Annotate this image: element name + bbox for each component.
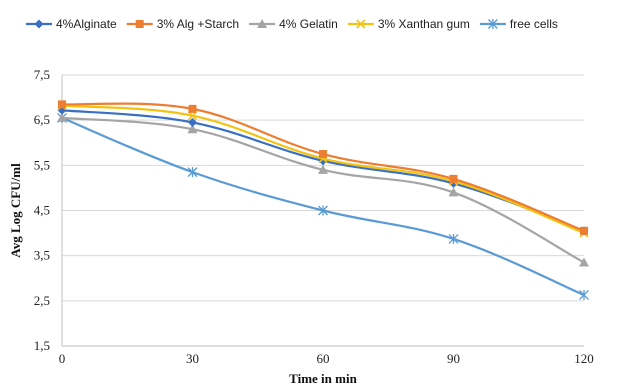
- data-point: [318, 205, 328, 216]
- data-point: [58, 100, 66, 109]
- x-axis-title: Time in min: [289, 371, 357, 386]
- series-line: [61, 116, 585, 264]
- data-point: [579, 289, 589, 300]
- legend-item: 3% Xanthan gum: [347, 17, 470, 31]
- x-tick-labels: 0 30 60 90 120: [59, 351, 594, 366]
- data-point: [448, 187, 459, 197]
- legend-marker: [356, 19, 366, 29]
- data-point: [187, 124, 198, 134]
- legend-item: 4% Gelatin: [249, 17, 338, 31]
- legend-marker: [257, 19, 268, 28]
- x-tick-label: 0: [59, 351, 66, 366]
- legend-label: 3% Alg +Starch: [157, 17, 239, 31]
- data-point: [448, 233, 459, 244]
- x-tick-label: 60: [317, 351, 330, 366]
- legend: 4%Alginate 3% Alg +Starch 4% Gelatin 3% Xan…: [26, 17, 558, 31]
- y-tick-label: 3,5: [34, 248, 50, 263]
- data-point: [187, 167, 198, 178]
- y-tick-label: 2,5: [34, 293, 50, 308]
- data-point: [319, 150, 327, 159]
- series-2: [57, 112, 589, 267]
- x-tick-label: 120: [574, 351, 594, 366]
- x-tick-label: 30: [186, 351, 199, 366]
- series-lines: [57, 100, 589, 300]
- data-point: [188, 117, 197, 127]
- data-point: [187, 111, 198, 121]
- series-1: [58, 100, 588, 235]
- legend-item: 3% Alg +Starch: [126, 17, 239, 31]
- legend-label: 4% Gelatin: [279, 17, 338, 31]
- data-point: [57, 112, 67, 122]
- data-point: [580, 226, 588, 235]
- legend-item: free cells: [479, 17, 558, 31]
- data-point: [449, 174, 458, 183]
- y-axis-title: Avg Log CFU/ml: [8, 163, 23, 258]
- legend-marker: [135, 20, 144, 28]
- legend-label: free cells: [510, 17, 558, 31]
- legend-marker: [487, 19, 498, 29]
- data-point: [579, 257, 589, 267]
- legend-marker: [34, 19, 44, 29]
- y-tick-label: 1,5: [34, 338, 50, 353]
- legend-item: 4%Alginate: [26, 17, 117, 31]
- y-tick-label: 7,5: [34, 67, 50, 82]
- y-tick-label: 4,5: [34, 203, 50, 218]
- data-point: [318, 164, 328, 174]
- y-tick-label: 5,5: [34, 157, 50, 172]
- y-tick-label: 6,5: [34, 112, 50, 127]
- legend-label: 3% Xanthan gum: [378, 17, 470, 31]
- x-tick-label: 90: [447, 351, 460, 366]
- series-4: [57, 112, 589, 300]
- y-tick-labels: 1,5 2,5 3,5 4,5 5,5 6,5 7,5: [34, 67, 50, 353]
- data-point: [188, 104, 197, 113]
- legend-label: 4%Alginate: [56, 17, 117, 31]
